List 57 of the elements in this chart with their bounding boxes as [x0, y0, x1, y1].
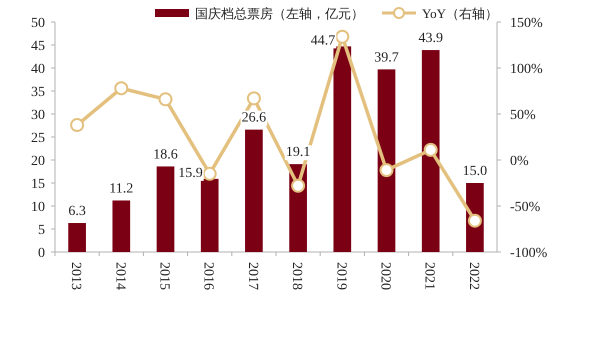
point: [114, 81, 128, 96]
legend-label: YoY（右轴）: [422, 6, 498, 21]
data-label: 11.2: [109, 181, 134, 196]
x-tick-label: 2022: [466, 262, 481, 290]
point: [380, 163, 394, 178]
point: [468, 214, 482, 228]
y-tick-label: 5: [38, 223, 45, 238]
y-tick-label: 35: [31, 85, 45, 100]
point: [70, 118, 84, 132]
data-label: 6.3: [68, 204, 86, 220]
y-tick-label: 30: [31, 108, 45, 123]
legend-label: 国庆档总票房（左轴，亿元）: [195, 6, 364, 21]
point: [335, 30, 350, 44]
data-label: 15.0: [462, 164, 488, 179]
y-tick-label: 40: [31, 62, 45, 77]
bar: [245, 130, 263, 252]
bar: [68, 223, 86, 252]
data-label: 18.6: [153, 147, 178, 162]
y-tick-label: 45: [31, 39, 45, 54]
x-tick-label: 2021: [422, 262, 437, 290]
y2-tick-label: -100%: [510, 246, 548, 261]
y2-tick-label: 100%: [510, 62, 543, 77]
y2-tick-label: -50%: [510, 200, 541, 215]
data-label: 43.9: [418, 31, 443, 46]
y-tick-label: 50: [31, 16, 45, 31]
bar: [378, 69, 396, 252]
x-tick-label: 2014: [112, 262, 128, 290]
point: [246, 91, 261, 106]
y2-tick-label: 0%: [510, 154, 529, 169]
y-tick-label: 0: [38, 246, 45, 261]
data-label: 15.9: [178, 166, 203, 181]
data-label: 26.6: [242, 110, 266, 126]
x-tick-label: 2013: [68, 262, 84, 290]
y2-tick-label: 50%: [510, 108, 536, 123]
bar: [422, 50, 440, 252]
y-tick-label: 25: [31, 131, 45, 146]
y-tick-label: 15: [31, 177, 45, 192]
point: [158, 92, 172, 106]
y-tick-label: 10: [31, 200, 45, 215]
data-label: 39.7: [374, 50, 399, 66]
y-tick-label: 20: [31, 154, 45, 169]
data-label: 19.1: [286, 145, 310, 160]
data-label: 44.7: [310, 33, 336, 48]
point: [424, 142, 438, 157]
bar: [112, 200, 130, 252]
point: [291, 178, 306, 193]
x-tick-label: 2018: [289, 262, 304, 290]
x-tick-label: 2015: [156, 262, 172, 290]
bar: [156, 166, 174, 252]
x-tick-label: 2019: [333, 262, 348, 290]
bar: [200, 178, 219, 252]
x-tick-label: 2016: [200, 262, 216, 290]
y2-tick-label: 150%: [510, 16, 543, 31]
x-tick-label: 2020: [378, 262, 392, 290]
bar: [333, 46, 352, 252]
point: [202, 166, 217, 181]
x-tick-label: 2017: [244, 262, 260, 290]
